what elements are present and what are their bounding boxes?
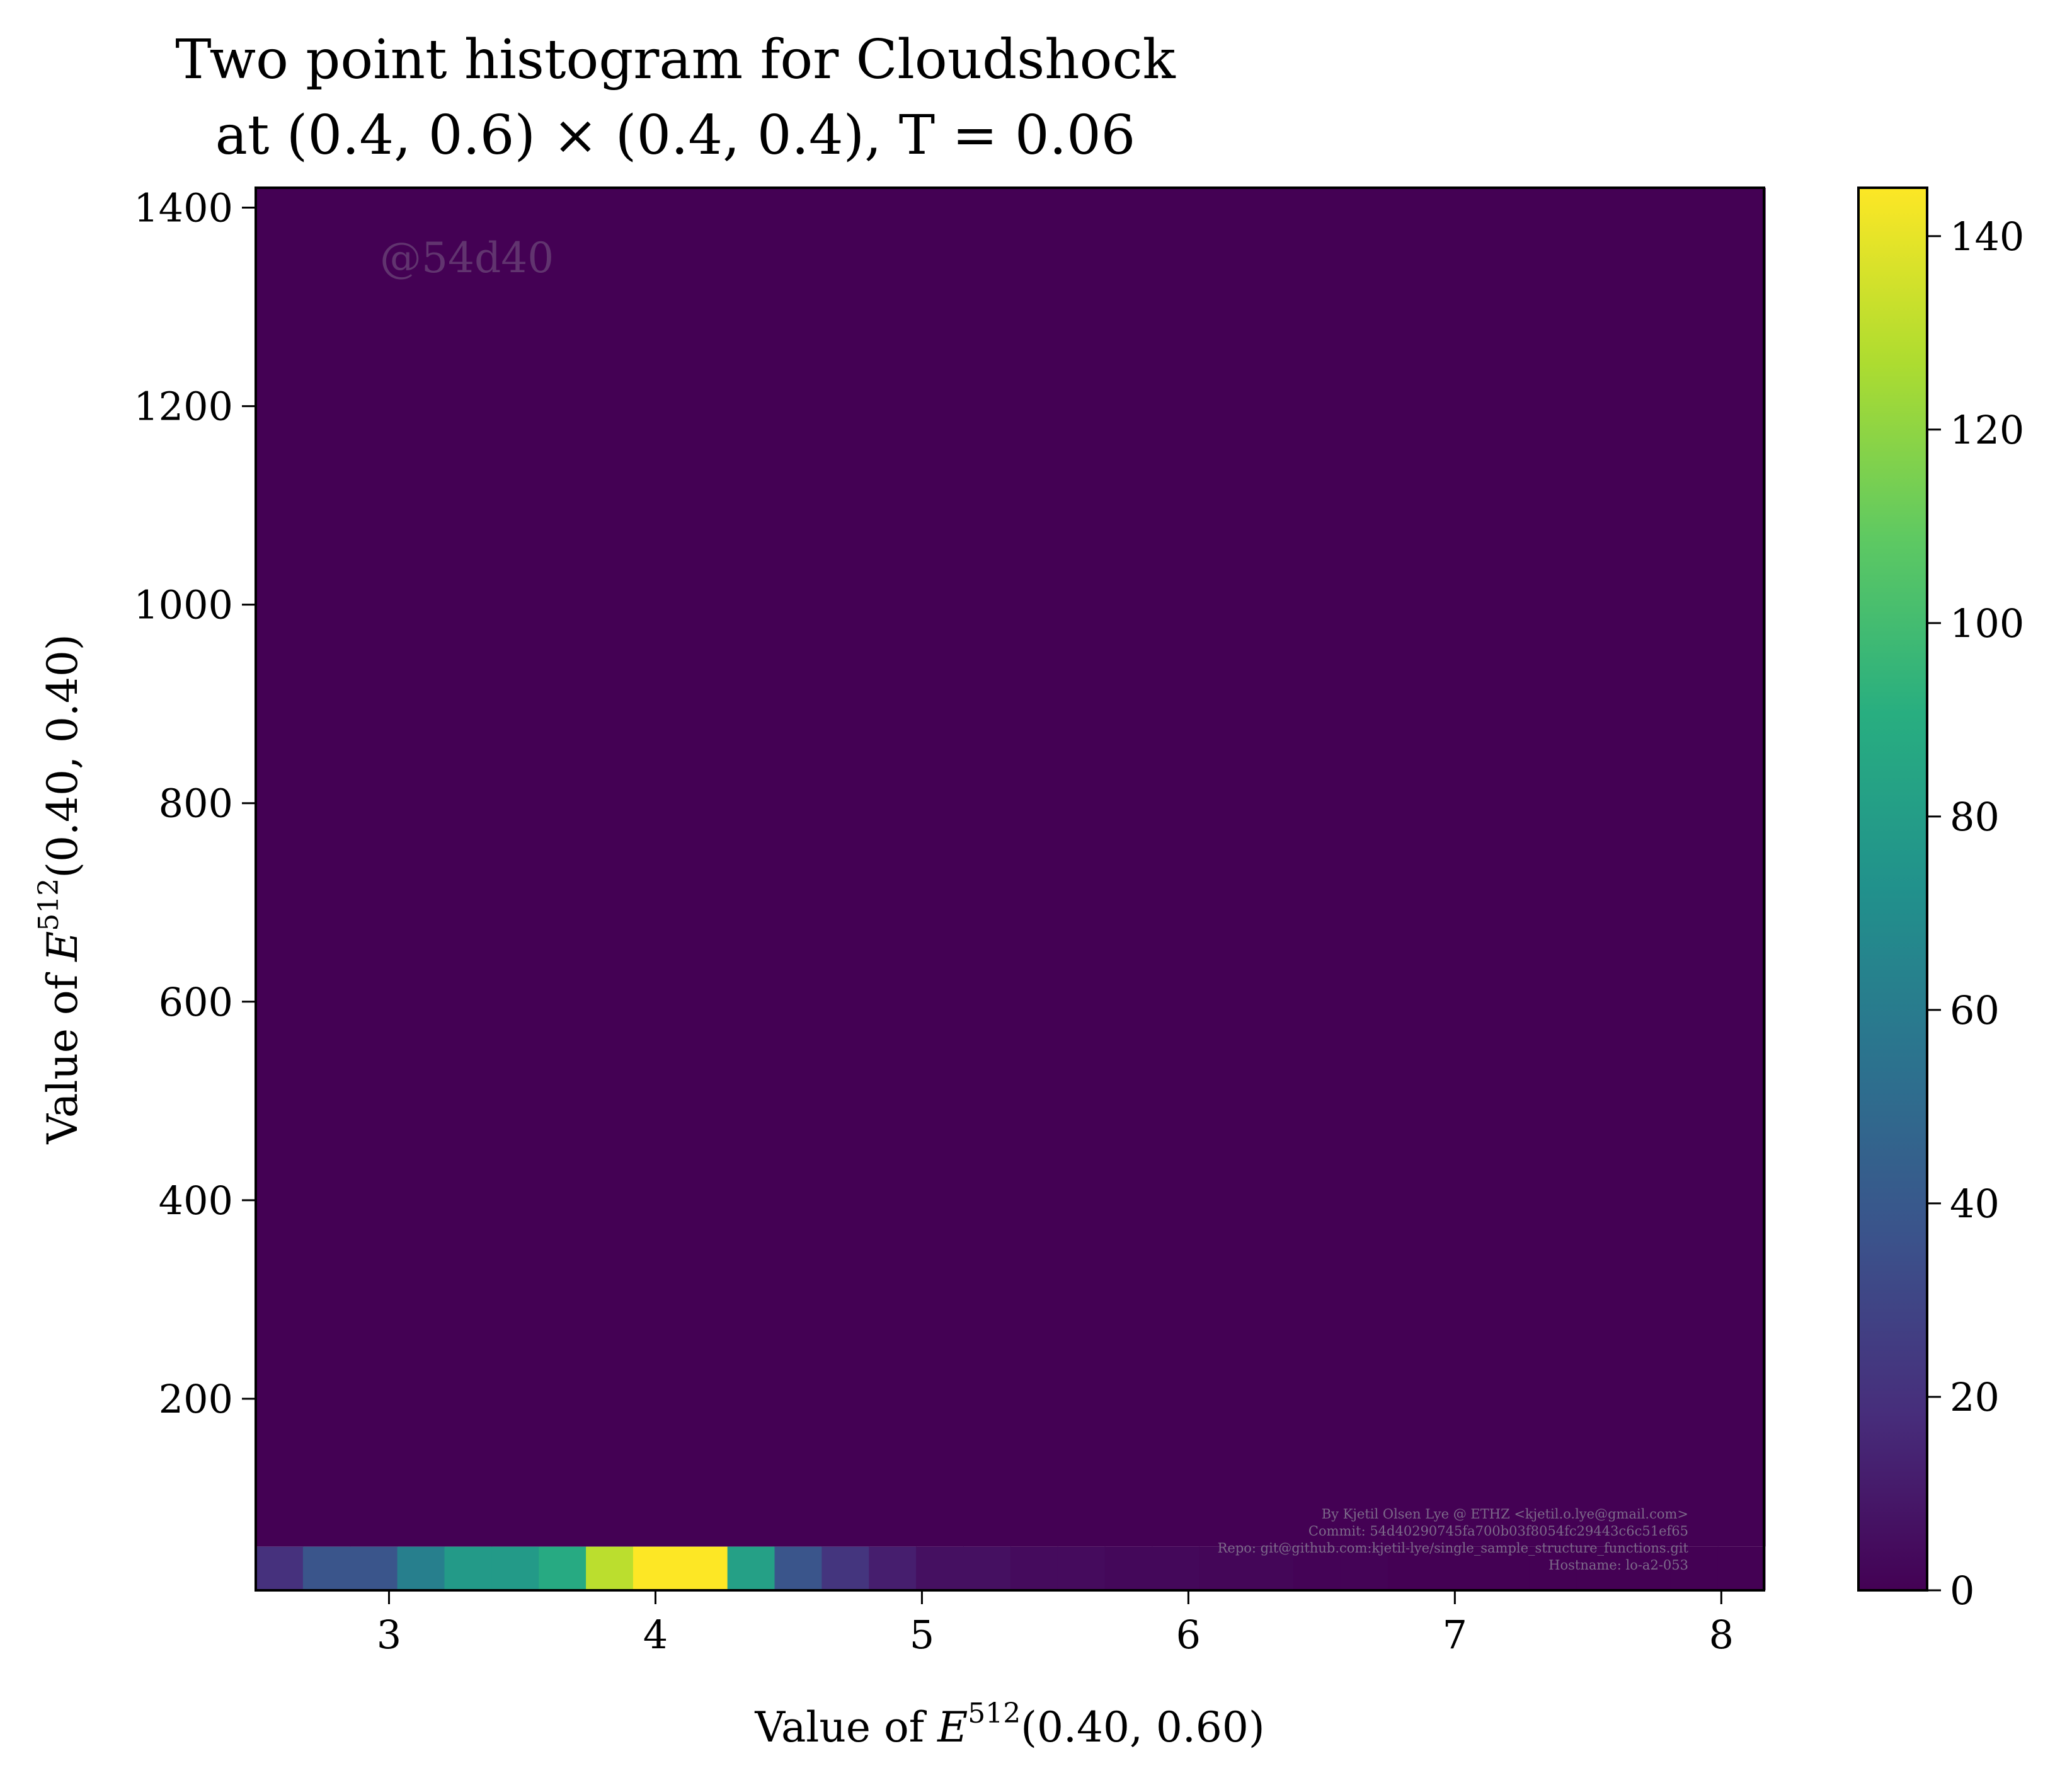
y-tick-label: 1400 [134, 185, 233, 231]
heatmap-cell [1387, 1546, 1436, 1590]
heatmap-cell [963, 1546, 1011, 1590]
heatmap-cell [1529, 1546, 1577, 1590]
x-tick-label: 8 [1709, 1612, 1734, 1658]
heatmap-cell-upper [256, 188, 1766, 1547]
chart-title-line2: at (0.4, 0.6) × (0.4, 0.4), T = 0.06 [215, 104, 1136, 167]
y-tick-label: 1200 [134, 384, 233, 430]
colorbar-gradient [1857, 187, 1928, 1592]
heatmap-cell [1010, 1546, 1058, 1590]
heatmap-cell [1057, 1546, 1106, 1590]
heatmap-cell [1434, 1546, 1483, 1590]
heatmap-cell [680, 1546, 728, 1590]
x-tick-label: 4 [643, 1612, 668, 1658]
colorbar-tick-label: 80 [1950, 794, 2000, 840]
heatmap-cell [539, 1546, 587, 1590]
heatmap-cell [350, 1546, 398, 1590]
colorbar-tick-label: 20 [1950, 1374, 2000, 1420]
x-tick-label: 7 [1443, 1612, 1467, 1658]
y-axis-ticks: 200 400 600 800 1000 1200 1400 [134, 185, 256, 1422]
heatmap-cell [774, 1546, 823, 1590]
credit-line-2: Commit: 54d40290745fa700b03f8054fc29443c… [1308, 1524, 1688, 1539]
heatmap-cell [1576, 1546, 1624, 1590]
heatmap-cell [916, 1546, 964, 1590]
heatmap-cell [491, 1546, 539, 1590]
colorbar: 0 20 40 60 80 100 120 140 [1857, 187, 2024, 1614]
y-tick-label: 200 [159, 1376, 233, 1422]
colorbar-tick-label: 40 [1950, 1181, 2000, 1227]
heatmap-cell [256, 1546, 304, 1590]
x-tick-label: 5 [910, 1612, 934, 1658]
y-tick-label: 800 [159, 781, 233, 827]
credit-line-4: Hostname: lo-a2-053 [1548, 1558, 1688, 1573]
heatmap-cell [444, 1546, 493, 1590]
heatmap-cell [1246, 1546, 1294, 1590]
heatmap-cell [1104, 1546, 1153, 1590]
credit-line-3: Repo: git@github.com:kjetil-lye/single_s… [1218, 1541, 1689, 1556]
heatmap-cell [1670, 1546, 1719, 1590]
credit-block: By Kjetil Olsen Lye @ ETHZ <kjetil.o.lye… [1218, 1507, 1689, 1573]
y-tick-label: 400 [159, 1178, 233, 1224]
x-tick-label: 3 [377, 1612, 401, 1658]
x-axis-label: Value of E512(0.40, 0.60) [754, 1697, 1264, 1752]
heatmap-cell [302, 1546, 351, 1590]
colorbar-tick-label: 120 [1950, 407, 2024, 453]
y-axis-label: Value of E512(0.40, 0.40) [33, 634, 87, 1144]
chart-title-line1: Two point histogram for Cloudshock [175, 28, 1176, 91]
heatmap-cell [727, 1546, 776, 1590]
colorbar-ticks: 0 20 40 60 80 100 120 140 [1927, 214, 2024, 1614]
y-tick-label: 600 [159, 979, 233, 1025]
colorbar-tick-label: 100 [1950, 600, 2024, 646]
credit-line-1: By Kjetil Olsen Lye @ ETHZ <kjetil.o.lye… [1322, 1507, 1688, 1522]
colorbar-tick-label: 140 [1950, 214, 2024, 260]
heatmap-cell [1482, 1546, 1530, 1590]
heatmap-cell [1152, 1546, 1200, 1590]
colorbar-tick-label: 60 [1950, 987, 2000, 1033]
heatmap-cell [1199, 1546, 1247, 1590]
heatmap-cell [1340, 1546, 1388, 1590]
heatmap-cell [821, 1546, 870, 1590]
heatmap-cell [869, 1546, 917, 1590]
x-tick-label: 6 [1176, 1612, 1201, 1658]
plot-frame [255, 187, 1765, 1592]
heatmap-cell [1293, 1546, 1341, 1590]
colorbar-tick-label: 0 [1950, 1568, 1974, 1614]
heatmap-cell [397, 1546, 445, 1590]
heatmap-cell [586, 1546, 634, 1590]
heatmap-cells [256, 188, 1766, 1590]
heatmap-cell [1717, 1546, 1766, 1590]
watermark: @54d40 [380, 234, 554, 282]
plot-area: @54d40 By Kjetil Olsen Lye @ ETHZ <kjeti… [255, 187, 1766, 1592]
heatmap-cell [632, 1546, 681, 1590]
x-axis-ticks: 3 4 5 6 7 8 [377, 1590, 1734, 1658]
heatmap-cell [1623, 1546, 1671, 1590]
y-tick-label: 1000 [134, 582, 233, 628]
